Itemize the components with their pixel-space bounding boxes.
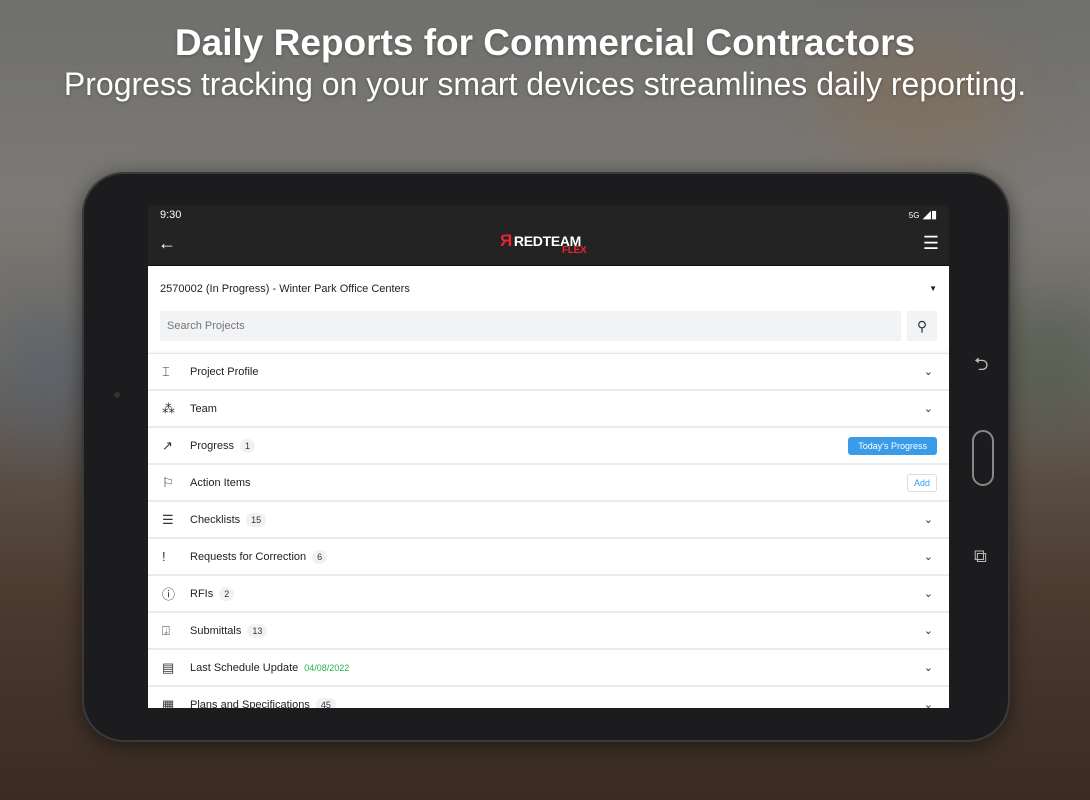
section-label: Action Items [190,476,251,489]
chevron-down-icon[interactable]: ⌄ [923,551,933,563]
project-select[interactable]: 2570002 (In Progress) - Winter Park Offi… [148,266,949,311]
count-badge: 45 [315,697,336,708]
chevron-down-icon[interactable]: ⌄ [923,588,933,600]
section-label: Last Schedule Update [190,661,299,674]
clock: 9:30 [160,208,182,221]
chevron-down-icon[interactable]: ⌄ [923,514,933,526]
chevron-down-icon[interactable]: ⌄ [923,366,933,378]
checklist-icon: ☰ [162,511,174,527]
hamburger-icon[interactable]: ☰ [922,233,939,253]
trending-up-icon: ↗ [162,437,173,453]
flag-icon: ⚐ [162,474,174,490]
schedule-date: 04/08/2022 [304,662,350,673]
search-row: ⚲ [148,311,949,353]
todays-progress-button[interactable]: Today's Progress [848,436,937,455]
chevron-down-icon[interactable]: ⌄ [923,403,933,415]
headline-subtitle: Progress tracking on your smart devices … [63,66,1027,102]
project-select-value: 2570002 (In Progress) - Winter Park Offi… [160,282,410,295]
section-label: Checklists [190,513,241,526]
plans-icon: ▦ [162,696,175,709]
section-row-team[interactable]: ⁂ Team ⌄ [148,391,949,428]
count-badge: 2 [219,586,235,601]
chevron-down-icon[interactable]: ⌄ [923,662,933,674]
exclamation-icon: ! [162,549,166,564]
section-label: Submittals [190,624,242,637]
info-icon: ⓘ [162,587,176,602]
section-label: Requests for Correction [190,550,307,563]
section-label: Progress [190,439,235,452]
chevron-down-icon[interactable]: ⌄ [923,625,933,637]
back-hw-icon[interactable]: ⧉ [974,546,987,566]
section-row-action-items[interactable]: ⚐ Action Items Add [148,465,949,502]
search-icon: ⚲ [916,317,928,334]
count-badge: 1 [240,438,256,453]
section-row-project-profile[interactable]: ⌶ Project Profile ⌄ [148,354,949,391]
home-button[interactable] [972,430,994,486]
project-sections-list: ⌶ Project Profile ⌄ ⁂ Team ⌄ ↗ Progress 1 Toda… [148,353,949,708]
section-row-plans-and-specifications[interactable]: ▦ Plans and Specifications 45 ⌄ [148,687,949,708]
section-row-checklists[interactable]: ☰ Checklists 15 ⌄ [148,502,949,539]
section-label: Plans and Specifications [190,698,310,709]
section-label: RFIs [190,587,214,600]
team-icon: ⁂ [162,400,175,416]
headline-title: Daily Reports for Commercial Contractors [174,22,916,63]
recent-apps-icon[interactable]: ⮌ [974,354,989,374]
section-row-last-schedule-update[interactable]: ▤ Last Schedule Update 04/08/2022 ⌄ [148,650,949,687]
redteam-logo: Я REDTEAM FLEX [500,231,587,256]
calendar-icon: ▤ [162,659,175,675]
count-badge: 15 [246,512,267,527]
section-row-requests-for-correction[interactable]: ! Requests for Correction 6 ⌄ [148,539,949,576]
search-input[interactable] [160,311,901,341]
chevron-down-icon[interactable]: ⌄ [923,699,933,708]
app-bar: ← Я REDTEAM FLEX ☰ [148,224,949,266]
add-action-item-button[interactable]: Add [906,473,937,492]
section-row-progress[interactable]: ↗ Progress 1 Today's Progress [148,428,949,465]
camera-icon [114,392,120,398]
app-screen: 9:30 5G ◢▮ ← Я REDTEAM FLEX ☰ 2570002 (In … [148,205,949,708]
status-bar: 9:30 5G ◢▮ [148,205,949,224]
section-label: Team [190,402,217,415]
section-row-rfis[interactable]: ⓘ RFIs 2 ⌄ [148,576,949,613]
section-label: Project Profile [190,365,259,378]
crane-icon: ⌶ [162,363,170,379]
caret-down-icon: ▼ [929,284,937,293]
count-badge: 13 [247,623,268,638]
inbox-download-icon: ⍗ [162,622,170,638]
count-badge: 6 [312,549,328,564]
search-button[interactable]: ⚲ [907,311,937,341]
signal-indicator: 5G ◢▮ [908,209,937,221]
arrow-left-icon[interactable]: ← [158,233,176,253]
section-row-submittals[interactable]: ⍗ Submittals 13 ⌄ [148,613,949,650]
